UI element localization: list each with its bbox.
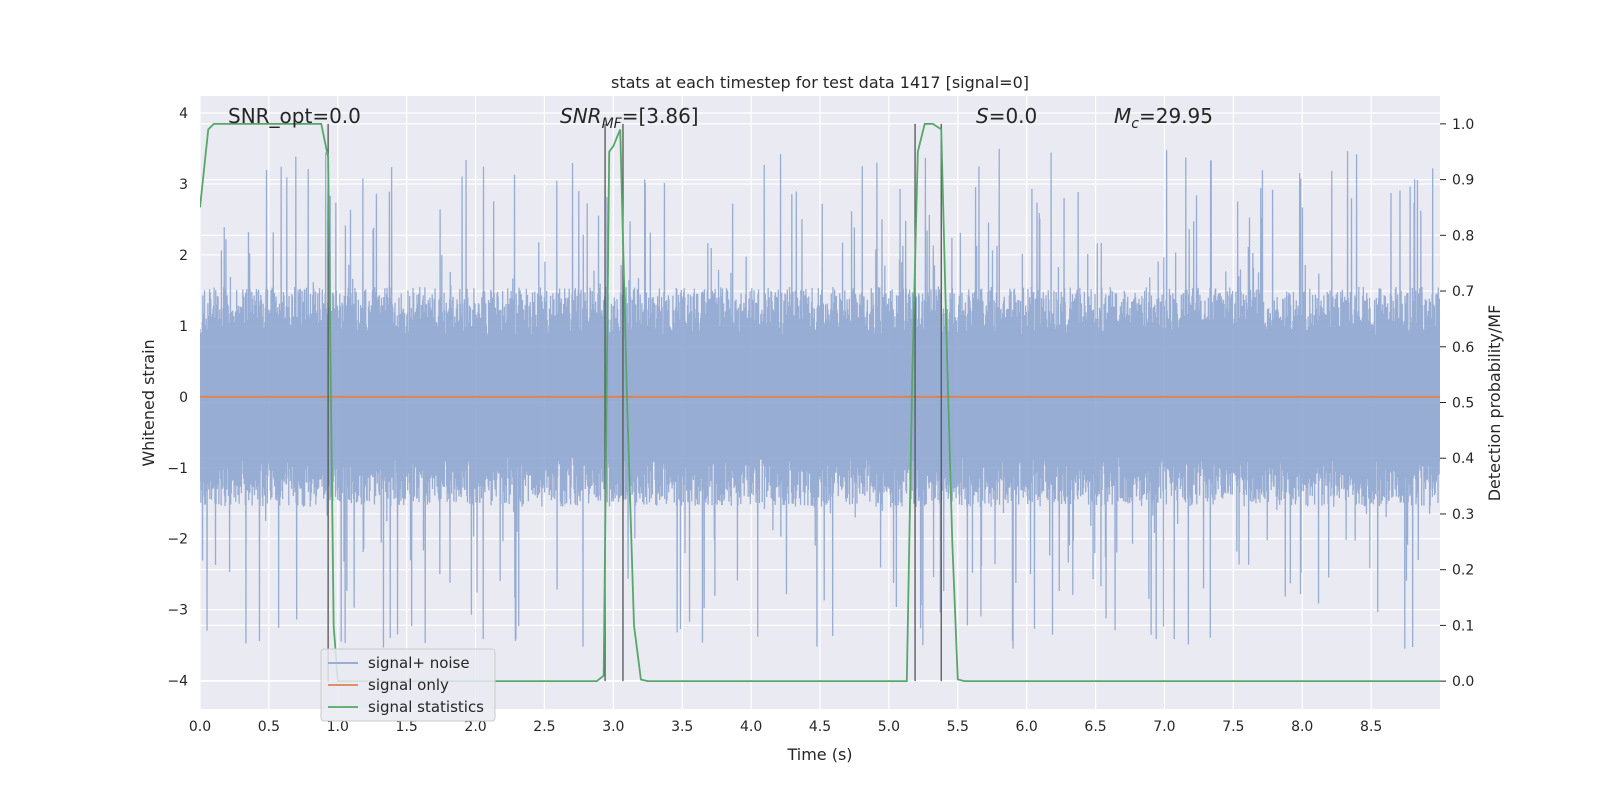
y-right-tick-label: 0.4 bbox=[1452, 451, 1474, 467]
annotation-mc: Mc=29.95 bbox=[1114, 104, 1213, 132]
y-tick-label: 4 bbox=[179, 106, 188, 122]
y-tick-label: 0 bbox=[179, 390, 188, 406]
y-right-tick-label: 0.7 bbox=[1452, 284, 1474, 300]
y-right-tick-label: 0.6 bbox=[1452, 340, 1474, 356]
x-tick-label: 4.5 bbox=[809, 719, 831, 735]
x-tick-label: 8.5 bbox=[1360, 719, 1382, 735]
x-tick-label: 7.0 bbox=[1153, 719, 1175, 735]
signal-statistics-line bbox=[200, 122, 1440, 683]
y-axis-ticks: 4 3 2 1 0 −1 −2 −3 −4 bbox=[167, 106, 188, 690]
y-right-tick-label: 0.3 bbox=[1452, 507, 1474, 523]
annotation-s-value: =0.0 bbox=[989, 104, 1038, 128]
y-right-tick-label: 0.1 bbox=[1452, 618, 1474, 634]
x-tick-label: 6.0 bbox=[1016, 719, 1038, 735]
x-tick-label: 2.0 bbox=[464, 719, 486, 735]
annotation-mc-sub: c bbox=[1131, 116, 1139, 132]
chart-title: stats at each timestep for test data 141… bbox=[611, 73, 1029, 92]
x-tick-label: 0.0 bbox=[189, 719, 211, 735]
y-tick-label: 3 bbox=[179, 177, 188, 193]
y-right-tick-label: 0.0 bbox=[1452, 674, 1474, 690]
y-right-tick-label: 0.2 bbox=[1452, 563, 1474, 579]
legend-label-signal-plus-noise: signal+ noise bbox=[368, 654, 470, 672]
x-tick-label: 4.0 bbox=[740, 719, 762, 735]
x-tick-label: 0.5 bbox=[258, 719, 280, 735]
x-tick-label: 5.0 bbox=[878, 719, 900, 735]
y-tick-label: −4 bbox=[167, 674, 188, 690]
annotation-mc-value: =29.95 bbox=[1139, 104, 1213, 128]
annotation-snr-opt: SNR_opt=0.0 bbox=[228, 104, 361, 128]
legend-box bbox=[320, 648, 496, 722]
y-tick-label: −1 bbox=[167, 461, 188, 477]
signal-statistics-series bbox=[200, 122, 1440, 683]
y-tick-label: 2 bbox=[179, 248, 188, 264]
y-tick-label: −2 bbox=[167, 532, 188, 548]
x-tick-label: 5.5 bbox=[947, 719, 969, 735]
plot-area bbox=[200, 122, 1440, 683]
legend: signal+ noise signal only signal statist… bbox=[320, 648, 496, 722]
annotation-snr-mf-value: =[3.86] bbox=[622, 104, 699, 128]
x-tick-label: 3.5 bbox=[671, 719, 693, 735]
y-tick-label: −3 bbox=[167, 603, 188, 619]
x-tick-label: 3.0 bbox=[602, 719, 624, 735]
legend-label-signal-statistics: signal statistics bbox=[368, 698, 484, 716]
annotation-snr-mf-base: SNR bbox=[560, 104, 602, 128]
x-tick-label: 1.0 bbox=[327, 719, 349, 735]
y-right-tick-label: 1.0 bbox=[1452, 117, 1474, 133]
y-right-tick-label: 0.9 bbox=[1452, 173, 1474, 189]
y-right-tick-label: 0.8 bbox=[1452, 228, 1474, 244]
x-tick-label: 8.0 bbox=[1291, 719, 1313, 735]
y-axis-label: Whitened strain bbox=[139, 339, 158, 466]
right-y-axis-label: Detection probability/MF bbox=[1485, 305, 1504, 502]
y-tick-label: 1 bbox=[179, 319, 188, 335]
x-tick-label: 7.5 bbox=[1222, 719, 1244, 735]
x-tick-label: 1.5 bbox=[396, 719, 418, 735]
x-axis-ticks: 0.0 0.5 1.0 1.5 2.0 2.5 3.0 3.5 4.0 4.5 5.0 5.5 6.0 6… bbox=[189, 719, 1382, 735]
signal-plus-noise-line bbox=[200, 148, 1440, 649]
annotation-mc-base: M bbox=[1114, 104, 1131, 128]
x-axis-label: Time (s) bbox=[786, 745, 852, 764]
legend-label-signal-only: signal only bbox=[368, 676, 449, 694]
annotation-s: S=0.0 bbox=[976, 104, 1037, 128]
annotation-snr-mf: SNRMF=[3.86] bbox=[560, 104, 699, 132]
x-tick-label: 2.5 bbox=[533, 719, 555, 735]
annotation-s-base: S bbox=[976, 104, 989, 128]
x-tick-label: 6.5 bbox=[1084, 719, 1106, 735]
right-y-axis-ticks: 1.0 0.9 0.8 0.7 0.6 0.5 0.4 0.3 0.2 0.1 0.0 bbox=[1440, 117, 1474, 690]
y-right-tick-label: 0.5 bbox=[1452, 396, 1474, 412]
annotation-snr-mf-sub: MF bbox=[602, 116, 623, 132]
signal-plus-noise-series bbox=[200, 148, 1440, 649]
